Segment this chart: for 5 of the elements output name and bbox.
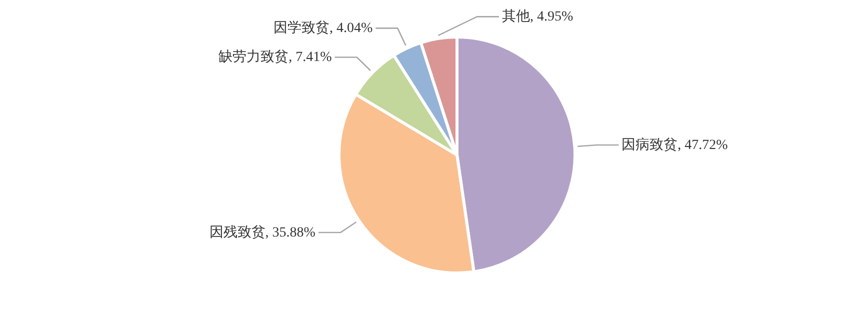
slice-label: 因学致贫, 4.04% [273,20,373,36]
slice-label: 缺劳力致贫, 7.41% [218,49,332,66]
slice-label: 因病致贫, 47.72% [622,136,728,153]
slice-label: 其他, 4.95% [502,8,574,25]
slice-label: 因残致贫, 35.88% [209,224,316,241]
